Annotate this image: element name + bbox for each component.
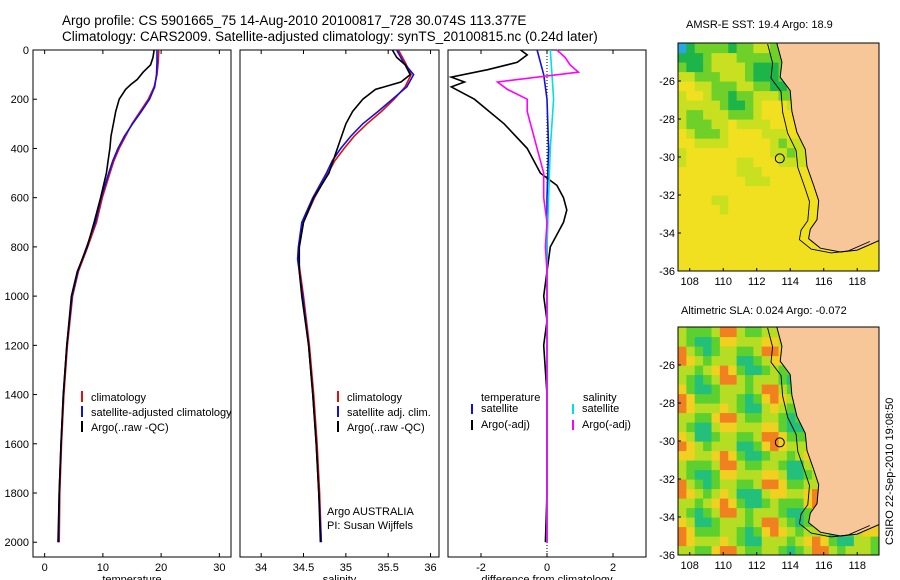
sla-map: 108 110 112 114 116 118 -26 -28 -30 -32 -34 -36 <box>659 326 880 572</box>
y-tick-label: -32 <box>659 474 675 486</box>
y-tick-label: -26 <box>659 360 675 372</box>
x-tick-label: 110 <box>714 276 732 288</box>
profile-panel-salinity: 34 34.5 35 35.5 36 salinity climatology satelli… <box>239 49 440 580</box>
x-tick-label: -2 <box>476 562 486 574</box>
x-tick-label: 118 <box>848 276 866 288</box>
x-tick-label: 34.5 <box>293 562 314 574</box>
x-tick-label: 112 <box>748 276 766 288</box>
axes-box <box>32 49 232 558</box>
y-tick-label: -30 <box>659 152 675 164</box>
legend: climatology satellite adj. clim. Argo(..ra… <box>337 391 431 434</box>
legend: climatology satellite-adjusted climatolog… <box>81 391 232 434</box>
series-line-0 <box>58 49 160 543</box>
sla-map-title: Altimetric SLA: 0.024 Argo: -0.072 <box>681 305 847 317</box>
y-tick-label: 1200 <box>5 340 29 352</box>
x-tick-label: 2 <box>610 562 616 574</box>
y-tick-label: 200 <box>11 94 29 106</box>
profile-location-marker <box>774 153 785 164</box>
legend-label-1: Argo(-adj) <box>481 419 530 431</box>
y-tick-label: 0 <box>23 45 29 57</box>
legend-label-1: satellite adj. clim. <box>347 407 431 419</box>
y-tick-label: -34 <box>659 512 675 524</box>
panel-annotation-1: PI: Susan Wijffels <box>327 520 413 532</box>
series-line-0 <box>297 49 412 543</box>
legend-label-0: satellite <box>481 403 518 415</box>
y-tick-label: -30 <box>659 436 675 448</box>
series-line-1 <box>296 49 415 543</box>
x-tick-label: 35 <box>340 562 352 574</box>
figure-title-line1: Argo profile: CS 5901665_75 14-Aug-2010 … <box>62 13 527 28</box>
x-tick-label: 114 <box>781 560 799 572</box>
x-tick-label: 108 <box>681 560 699 572</box>
legend-label-3: Argo(-adj) <box>582 419 631 431</box>
legend-header-temperature: temperature <box>481 392 540 404</box>
y-tick-label: 1600 <box>5 439 29 451</box>
map-field <box>678 43 879 271</box>
profile-location-marker <box>774 437 785 448</box>
sst-map-title: AMSR-E SST: 19.4 Argo: 18.9 <box>686 19 833 31</box>
x-tick-label: 108 <box>681 276 699 288</box>
legend-label-2: Argo(..raw -QC) <box>347 422 425 434</box>
profile-panel-temperature: 0 10 20 30 0 200 400 600 800 1000 1200 1400 1600 1800… <box>5 45 233 580</box>
series-line-2 <box>57 49 155 543</box>
land-mass <box>776 43 879 253</box>
x-tick-label: 110 <box>714 560 732 572</box>
series-line-3 <box>495 49 581 543</box>
y-tick-label: 1800 <box>5 488 29 500</box>
legend-label-2: Argo(..raw -QC) <box>91 422 169 434</box>
x-tick-label: 0 <box>42 562 48 574</box>
y-tick-label: 600 <box>11 193 29 205</box>
y-tick-label: 1000 <box>5 291 29 303</box>
shelf-contour <box>767 43 870 254</box>
x-tick-label: 36 <box>424 562 436 574</box>
y-tick-label: -26 <box>659 76 675 88</box>
x-tick-label: 10 <box>97 562 109 574</box>
map-field <box>678 327 879 555</box>
y-tick-label: -36 <box>659 266 675 278</box>
y-tick-label: 2000 <box>5 537 29 549</box>
x-tick-label: 116 <box>815 560 833 572</box>
y-tick-label: -28 <box>659 114 675 126</box>
x-tick-label: 20 <box>155 562 167 574</box>
legend-label-0: climatology <box>91 392 147 404</box>
series-line-1 <box>448 49 568 543</box>
legend-label-2: satellite <box>582 403 619 415</box>
x-tick-label: 112 <box>748 560 766 572</box>
x-tick-label: 0 <box>544 562 550 574</box>
x-axis-label: temperature <box>102 574 161 580</box>
x-tick-label: 114 <box>781 276 799 288</box>
legend-label-1: satellite-adjusted climatology <box>91 407 232 419</box>
y-tick-label: -36 <box>659 550 675 562</box>
x-tick-label: 34 <box>255 562 267 574</box>
x-tick-label: 116 <box>815 276 833 288</box>
legend-header-salinity: salinity <box>583 392 617 404</box>
axes-box <box>239 49 440 558</box>
y-tick-label: -28 <box>659 398 675 410</box>
figure-title-line2: Climatology: CARS2009. Satellite-adjuste… <box>62 29 598 44</box>
x-tick-label: 30 <box>213 562 225 574</box>
land-mass <box>776 327 879 537</box>
panel-annotation-0: Argo AUSTRALIA <box>327 506 414 518</box>
y-tick-label: -32 <box>659 190 675 202</box>
x-tick-label: 118 <box>848 560 866 572</box>
legend-label-0: climatology <box>347 392 403 404</box>
x-axis-label: salinity <box>323 574 357 580</box>
y-tick-label: 800 <box>11 242 29 254</box>
legend: temperature salinitysatelliteArgo(-adj)sa… <box>471 392 631 431</box>
y-tick-label: 400 <box>11 143 29 155</box>
x-axis-label: difference from climatology <box>481 574 613 580</box>
shelf-contour <box>767 327 870 538</box>
x-tick-label: 35.5 <box>377 562 398 574</box>
series-line-2 <box>298 49 412 543</box>
y-tick-label: 1400 <box>5 390 29 402</box>
y-tick-label: -34 <box>659 228 675 240</box>
sst-map: 108 110 112 114 116 118 -26 -28 -30 -32 -34 -36 <box>659 42 880 288</box>
